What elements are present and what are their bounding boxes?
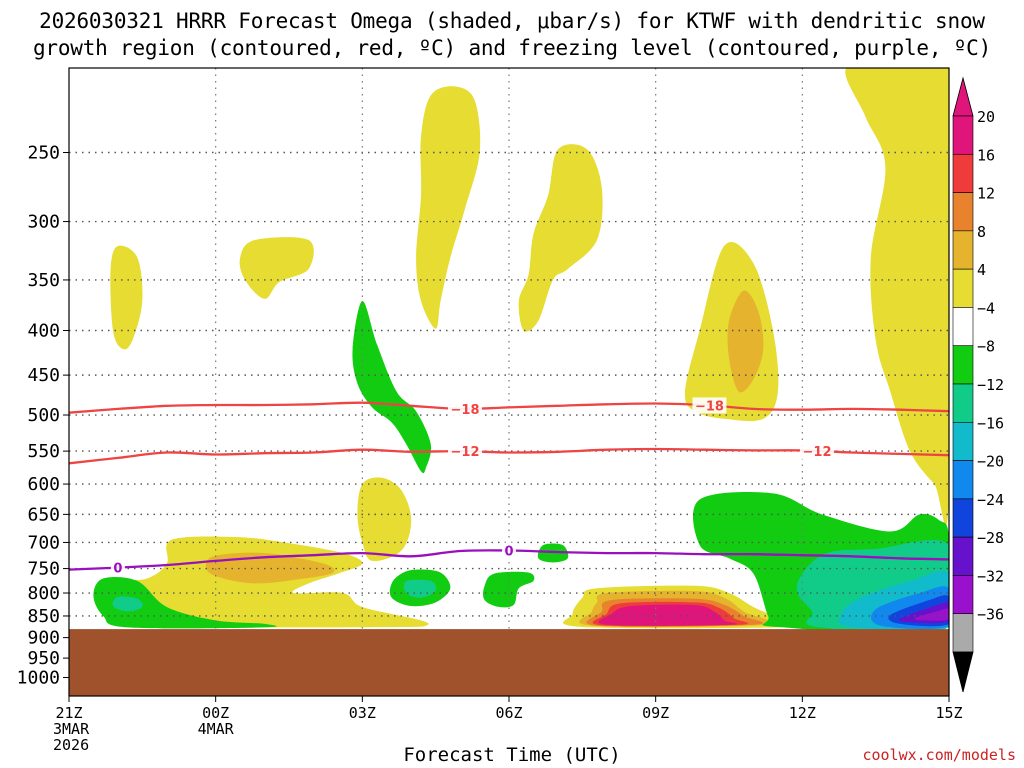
snow-growth-minus12-label-bg-1 xyxy=(800,443,834,460)
x-tick-label-21Z-0: 21Z xyxy=(55,704,82,722)
y-axis: 2503003504004505005506006507007508008509… xyxy=(17,143,69,689)
omega-pos20-i xyxy=(598,604,738,626)
y-tick-label-600: 600 xyxy=(27,474,60,495)
omega-pos4-g xyxy=(357,477,412,562)
colorbar-swatch-2 xyxy=(952,192,974,232)
page-title: 2026030321 HRRR Forecast Omega (shaded, … xyxy=(0,8,1024,62)
y-tick-label-800: 800 xyxy=(27,583,60,604)
colorbar-top-arrow xyxy=(952,76,974,117)
ground-below-surface xyxy=(69,629,949,696)
colorbar-label-6: −8 xyxy=(977,338,995,356)
colorbar-bottom-arrow xyxy=(952,651,974,693)
omega-pos8-e xyxy=(727,290,764,393)
freezing-level-0-label-1: 0 xyxy=(504,544,513,559)
colorbar-swatch-11 xyxy=(952,536,974,576)
x-tick-label-00Z-1: 4MAR xyxy=(198,720,235,738)
y-tick-label-950: 950 xyxy=(27,648,60,669)
y-tick-label-850: 850 xyxy=(27,606,60,627)
y-tick-label-900: 900 xyxy=(27,628,60,649)
omega-neg4-a xyxy=(352,300,432,474)
y-tick-label-650: 650 xyxy=(27,504,60,525)
y-tick-label-500: 500 xyxy=(27,405,60,426)
y-tick-label-1000: 1000 xyxy=(17,668,60,689)
freezing-level-0-label-bg-1 xyxy=(502,542,516,559)
x-tick-label-21Z-1: 3MAR xyxy=(53,720,90,738)
y-tick-label-400: 400 xyxy=(27,321,60,342)
title-line-1: 2026030321 HRRR Forecast Omega (shaded, … xyxy=(39,9,985,33)
colorbar-swatch-4 xyxy=(952,268,974,308)
colorbar-swatch-12 xyxy=(952,575,974,615)
snow-growth-minus12-label-1: −12 xyxy=(803,445,832,460)
x-axis-title: Forecast Time (UTC) xyxy=(403,744,621,766)
colorbar-label-1: 16 xyxy=(977,146,995,164)
colorbar-swatch-7 xyxy=(952,383,974,423)
y-tick-label-450: 450 xyxy=(27,365,60,386)
snow-growth-minus18-label-0: −18 xyxy=(451,403,480,418)
colorbar-swatch-8 xyxy=(952,421,974,461)
snow-growth-minus18-label-1: −18 xyxy=(695,399,724,414)
freezing-level-0-label-bg-0 xyxy=(110,559,125,576)
omega-neg8-b xyxy=(112,596,143,612)
omega-pos4-a xyxy=(110,245,143,350)
freezing-level-0-label-0: 0 xyxy=(113,562,122,577)
snow-growth-minus18-label-bg-1 xyxy=(692,397,727,414)
colorbar-label-2: 12 xyxy=(977,185,995,203)
x-tick-label-21Z-2: 2026 xyxy=(53,736,89,754)
omega-shading xyxy=(93,68,949,635)
y-tick-label-300: 300 xyxy=(27,212,60,233)
colorbar-label-12: −32 xyxy=(977,567,1004,585)
colorbar-label-7: −12 xyxy=(977,376,1004,394)
x-tick-label-03Z-0: 03Z xyxy=(349,704,376,722)
contour-lines: −18 −18 −12 −12 0 0 xyxy=(68,397,950,577)
colorbar-label-8: −16 xyxy=(977,414,1004,432)
colorbar-label-11: −28 xyxy=(977,529,1004,547)
x-tick-label-09Z-0: 09Z xyxy=(642,704,669,722)
colorbar-label-10: −24 xyxy=(977,491,1004,509)
colorbar-swatch-6 xyxy=(952,345,974,385)
omega-pos4-c xyxy=(416,86,481,329)
y-tick-label-550: 550 xyxy=(27,441,60,462)
colorbar-swatch-1 xyxy=(952,153,974,193)
x-tick-label-15Z-0: 15Z xyxy=(935,704,962,722)
colorbar-swatch-9 xyxy=(952,460,974,500)
colorbar-label-13: −36 xyxy=(977,606,1004,624)
omega-neg8-a xyxy=(403,579,437,598)
grid-lines xyxy=(69,68,949,696)
y-tick-label-250: 250 xyxy=(27,143,60,164)
colorbar-label-0: 20 xyxy=(977,108,995,126)
y-tick-label-700: 700 xyxy=(27,532,60,553)
omega-pos4-b xyxy=(239,237,314,299)
y-tick-label-750: 750 xyxy=(27,559,60,580)
colorbar-swatch-5 xyxy=(952,307,974,347)
colorbar-label-9: −20 xyxy=(977,453,1004,471)
omega-neg4-e xyxy=(93,576,277,629)
colorbar-swatch-0 xyxy=(952,115,974,155)
omega-neg28-f xyxy=(914,608,949,621)
snow-growth-minus12-label-bg-0 xyxy=(448,443,482,460)
x-tick-label-12Z-0: 12Z xyxy=(789,704,816,722)
colorbar-swatch-10 xyxy=(952,498,974,538)
colorbar-swatch-3 xyxy=(952,230,974,270)
x-tick-label-00Z-0: 00Z xyxy=(202,704,229,722)
y-tick-label-350: 350 xyxy=(27,270,60,291)
ground-fill xyxy=(69,629,949,696)
x-tick-label-06Z-0: 06Z xyxy=(495,704,522,722)
omega-pos8-h xyxy=(205,552,335,584)
colorbar-label-5: −4 xyxy=(977,299,995,317)
snow-growth-minus18-label-bg-0 xyxy=(448,400,482,417)
omega-pos4-d xyxy=(518,144,603,332)
omega-neg4-c xyxy=(483,571,535,608)
colorbar: 20 16 12 8 4 −4 −8 −12 −16 −20 −24 −28 −32 −36 xyxy=(952,76,1004,693)
snow-growth-minus18-line xyxy=(68,401,950,414)
title-line-2: growth region (contoured, red, ºC) and f… xyxy=(32,36,992,60)
colorbar-swatch-13 xyxy=(952,613,974,653)
snow-growth-minus12-label-0: −12 xyxy=(451,445,480,460)
colorbar-label-4: 4 xyxy=(977,261,986,279)
credit-text: coolwx.com/models xyxy=(862,746,1016,764)
colorbar-label-3: 8 xyxy=(977,223,986,241)
